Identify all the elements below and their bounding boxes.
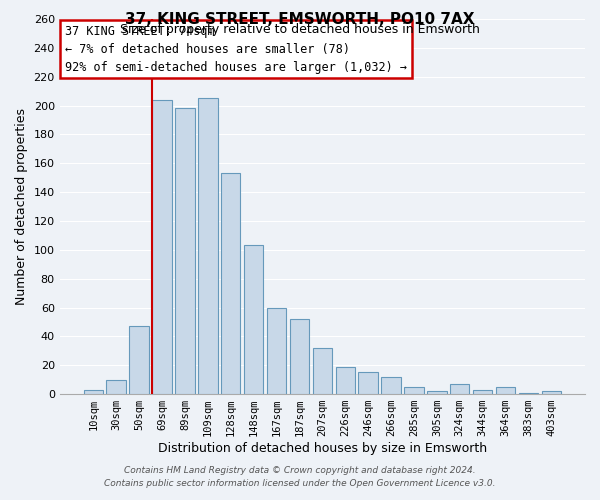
Bar [198, 98, 218, 394]
Bar [130, 326, 149, 394]
X-axis label: Distribution of detached houses by size in Emsworth: Distribution of detached houses by size … [158, 442, 487, 455]
Bar [473, 390, 493, 394]
Bar [313, 348, 332, 394]
Bar [152, 100, 172, 394]
Text: 37 KING STREET: 74sqm
← 7% of detached houses are smaller (78)
92% of semi-detac: 37 KING STREET: 74sqm ← 7% of detached h… [65, 24, 407, 74]
Bar [175, 108, 194, 394]
Y-axis label: Number of detached properties: Number of detached properties [15, 108, 28, 305]
Bar [106, 380, 126, 394]
Bar [519, 392, 538, 394]
Bar [244, 246, 263, 394]
Bar [290, 319, 309, 394]
Bar [221, 174, 241, 394]
Bar [542, 391, 561, 394]
Bar [427, 391, 446, 394]
Bar [450, 384, 469, 394]
Text: Size of property relative to detached houses in Emsworth: Size of property relative to detached ho… [120, 22, 480, 36]
Bar [404, 387, 424, 394]
Text: Contains HM Land Registry data © Crown copyright and database right 2024.
Contai: Contains HM Land Registry data © Crown c… [104, 466, 496, 487]
Bar [358, 372, 378, 394]
Bar [83, 390, 103, 394]
Bar [335, 366, 355, 394]
Bar [382, 377, 401, 394]
Bar [267, 308, 286, 394]
Text: 37, KING STREET, EMSWORTH, PO10 7AX: 37, KING STREET, EMSWORTH, PO10 7AX [125, 12, 475, 28]
Bar [496, 387, 515, 394]
